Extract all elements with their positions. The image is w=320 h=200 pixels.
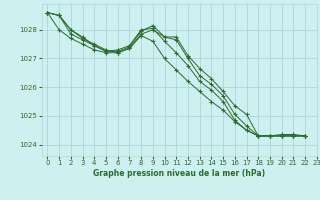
X-axis label: Graphe pression niveau de la mer (hPa): Graphe pression niveau de la mer (hPa) [93, 169, 265, 178]
